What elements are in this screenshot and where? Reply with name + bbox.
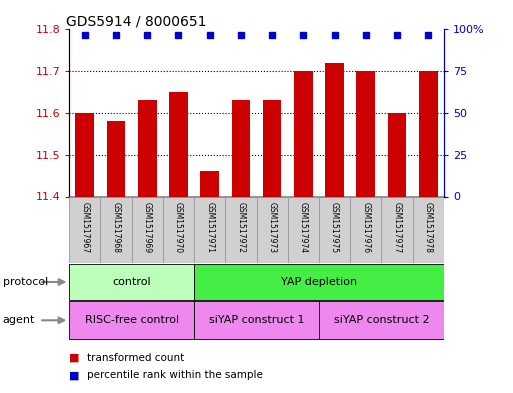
Text: GSM1517977: GSM1517977	[392, 202, 402, 253]
Text: GSM1517971: GSM1517971	[205, 202, 214, 253]
Text: control: control	[112, 277, 151, 287]
Text: siYAP construct 2: siYAP construct 2	[333, 315, 429, 325]
Text: agent: agent	[3, 315, 35, 325]
Bar	[101, 196, 132, 263]
Bar	[75, 113, 94, 196]
Text: GDS5914 / 8000651: GDS5914 / 8000651	[66, 14, 206, 28]
Text: GSM1517974: GSM1517974	[299, 202, 308, 253]
Bar	[294, 71, 312, 196]
Bar	[319, 301, 444, 339]
Bar	[319, 196, 350, 263]
Text: ■: ■	[69, 370, 80, 380]
Bar	[132, 196, 163, 263]
Bar	[325, 63, 344, 196]
Text: protocol: protocol	[3, 277, 48, 287]
Bar	[231, 101, 250, 196]
Bar	[69, 301, 194, 339]
Bar	[357, 71, 375, 196]
Bar	[419, 71, 438, 196]
Bar	[256, 196, 288, 263]
Text: GSM1517969: GSM1517969	[143, 202, 152, 253]
Bar	[69, 264, 194, 300]
Text: GSM1517973: GSM1517973	[268, 202, 277, 253]
Bar	[163, 196, 194, 263]
Bar	[69, 196, 101, 263]
Text: GSM1517975: GSM1517975	[330, 202, 339, 253]
Bar	[194, 196, 225, 263]
Text: YAP depletion: YAP depletion	[281, 277, 357, 287]
Text: GSM1517978: GSM1517978	[424, 202, 432, 253]
Text: ■: ■	[69, 353, 80, 363]
Text: GSM1517970: GSM1517970	[174, 202, 183, 253]
Bar	[200, 171, 219, 196]
Text: percentile rank within the sample: percentile rank within the sample	[87, 370, 263, 380]
Bar	[263, 101, 282, 196]
Bar	[412, 196, 444, 263]
Bar	[138, 101, 156, 196]
Text: transformed count: transformed count	[87, 353, 185, 363]
Bar	[381, 196, 412, 263]
Text: RISC-free control: RISC-free control	[85, 315, 179, 325]
Bar	[194, 264, 444, 300]
Bar	[225, 196, 256, 263]
Bar	[388, 113, 406, 196]
Bar	[169, 92, 188, 196]
Bar	[350, 196, 381, 263]
Text: GSM1517972: GSM1517972	[236, 202, 245, 253]
Bar	[194, 301, 319, 339]
Text: GSM1517976: GSM1517976	[361, 202, 370, 253]
Text: siYAP construct 1: siYAP construct 1	[209, 315, 304, 325]
Text: GSM1517968: GSM1517968	[111, 202, 121, 253]
Text: GSM1517967: GSM1517967	[81, 202, 89, 253]
Bar	[107, 121, 126, 196]
Bar	[288, 196, 319, 263]
